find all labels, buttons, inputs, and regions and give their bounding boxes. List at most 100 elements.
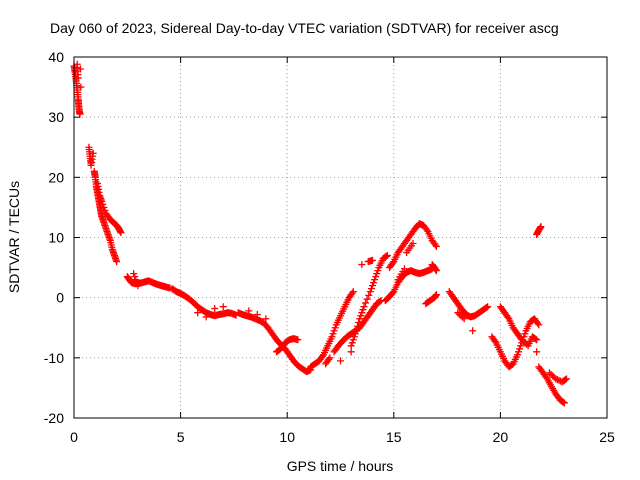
data-point-fill [358,309,366,317]
data-point-fill [330,327,338,335]
data-point-fill [521,339,529,347]
series-s12 [422,261,440,308]
data-point-fill [374,267,382,275]
data-point-fill [516,345,524,353]
data-point [358,261,366,269]
x-tick-label: 10 [279,429,295,445]
data-point [484,303,492,311]
data-point-fill [101,206,109,214]
series-s09 [347,252,391,350]
data-point-fill [354,322,362,330]
data-point [454,309,462,317]
data-point-fill [455,310,463,318]
data-point-fill [517,342,525,350]
data-point [432,267,440,275]
series-s14 [488,303,543,371]
data-point [349,288,357,296]
data-point-fill [367,285,375,293]
data-point [337,357,344,365]
axis-ticks [73,56,608,419]
data-point-fill [504,313,512,321]
data-point-fill [491,337,499,345]
data-point-fill [355,318,363,326]
data-point [89,149,97,157]
data-point-fill [348,289,356,297]
x-tick-label: 5 [177,429,185,445]
data-point [513,351,521,359]
series-s04 [168,285,240,321]
data-point-fill [431,241,439,249]
x-axis-label: GPS time / hours [287,458,394,474]
data-point-fill [350,333,358,341]
data-point-fill [559,398,567,406]
data-point [194,309,202,317]
data-point-fill [459,313,467,321]
data-point [356,315,364,323]
data-point [366,288,374,296]
y-tick-label: 0 [56,290,64,306]
data-point-fill [561,376,569,384]
data-point-fill [362,299,370,307]
data-point [117,229,125,237]
data-point [432,243,440,251]
data-point [347,348,355,356]
data-point [76,110,84,118]
x-tick-label: 20 [493,429,509,445]
y-tick-label: 10 [48,230,64,246]
data-point-fill [100,203,108,211]
series-s02 [85,143,125,266]
data-point [351,330,359,338]
series-s05 [234,307,315,376]
data-point [360,303,368,311]
y-axis-label: SDTVAR / TECUs [6,181,22,293]
y-tick-label: 30 [48,109,64,125]
data-point-fill [365,291,373,299]
data-point-fill [515,348,523,356]
data-point [552,375,560,383]
x-tick-label: 25 [599,429,615,445]
data-point-fill [382,252,390,260]
data-point [371,276,379,284]
data-point-fill [359,306,367,314]
data-point [130,270,138,278]
data-point-fill [370,279,378,287]
series-s03 [123,270,174,292]
data-point [469,327,477,335]
data-point-fill [549,372,557,380]
data-point [211,304,219,312]
data-point-fill [133,279,141,287]
data-point [253,311,261,319]
data-point-fill [329,330,337,338]
series-s11 [386,220,440,272]
y-tick-label: -20 [44,410,64,426]
data-point [383,252,391,260]
data-point [347,342,355,350]
data-point [560,399,568,407]
data-point-fill [532,335,540,343]
data-point [533,348,541,356]
data-point [245,307,253,315]
data-point [368,256,376,264]
x-tick-label: 15 [386,429,402,445]
series-s08 [330,297,385,365]
data-point-fill [352,326,360,334]
data-point-fill [423,226,431,234]
series-s06 [273,335,302,356]
data-point [400,265,408,273]
data-point [77,83,85,91]
data-point-fill [131,273,139,281]
series-s01 [70,60,85,118]
data-point [98,197,106,205]
y-tick-label: 20 [48,169,64,185]
data-point-fill [349,336,357,344]
data-point-fill [534,319,542,327]
series-s07 [307,288,357,371]
data-point-fill [132,276,140,284]
y-tick-label: -10 [44,350,64,366]
data-point [535,321,543,329]
data-point [537,223,545,231]
x-tick-label: 0 [70,429,78,445]
data-point-fill [348,339,356,347]
data-point-fill [553,376,561,384]
